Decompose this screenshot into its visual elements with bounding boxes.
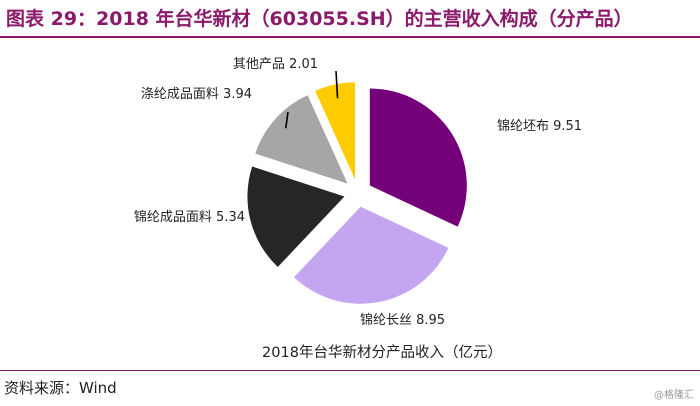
source-divider [0, 370, 700, 371]
slice-labels: 锦纶坯布 9.51 锦纶长丝 8.95 锦纶成品面料 5.34 涤纶成品面料 3.94… [134, 57, 582, 328]
pie-slice-5 [315, 82, 356, 180]
watermark-text: @格隆汇 [654, 390, 694, 401]
pie-slice-2 [293, 206, 449, 304]
chart-title: 2018年台华新材分产品收入（亿元） [262, 344, 502, 361]
slice-label-4: 涤纶成品面料 3.94 [141, 87, 252, 102]
leader-line-5 [335, 70, 339, 99]
label-leader-lines [284, 70, 339, 129]
source-note: 资料来源：Wind [4, 379, 117, 397]
slice-label-2: 锦纶长丝 8.95 [360, 313, 445, 328]
pie-slice-3 [247, 166, 345, 267]
pie-slice-1 [369, 88, 467, 227]
slice-label-3: 锦纶成品面料 5.34 [134, 210, 245, 225]
pie-chart: 锦纶坯布 9.51 锦纶长丝 8.95 锦纶成品面料 5.34 涤纶成品面料 3.94… [134, 57, 582, 361]
figure-title: 图表 29：2018 年台华新材（603055.SH）的主营收入构成（分产品） [6, 8, 633, 30]
slice-label-5: 其他产品 2.01 [233, 57, 318, 72]
leader-line-4 [284, 111, 289, 129]
pie-slice-4 [255, 95, 348, 184]
slice-label-1: 锦纶坯布 9.51 [497, 119, 582, 134]
pie-slices [247, 82, 467, 304]
title-divider [0, 36, 700, 38]
